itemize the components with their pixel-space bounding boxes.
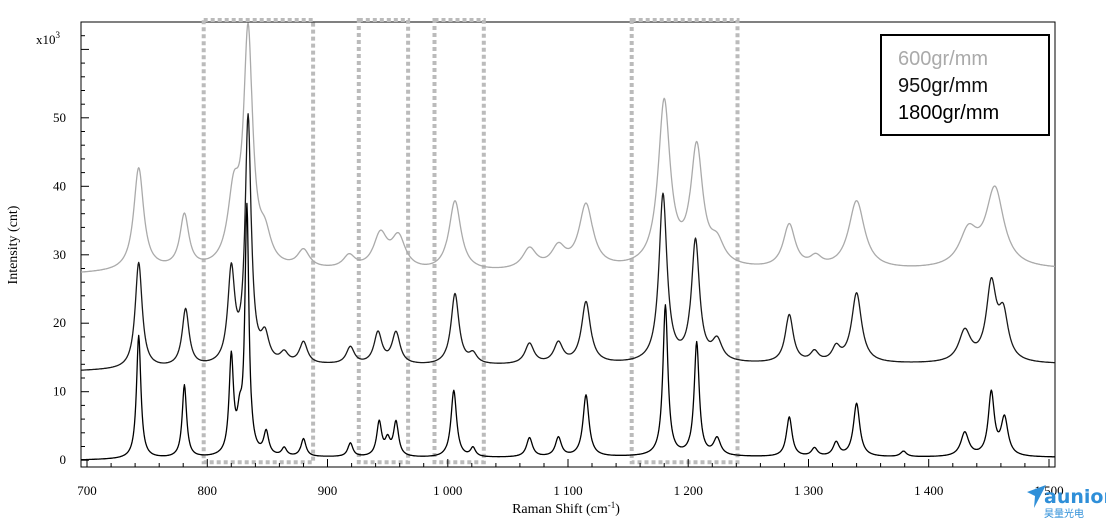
y-tick-label: 50 <box>53 110 66 125</box>
y-tick-label: 30 <box>53 247 66 262</box>
logo-text: aunion <box>1044 486 1106 508</box>
y-tick-label: 10 <box>53 384 66 399</box>
highlight-region-4 <box>629 18 740 465</box>
x-tick-label: 800 <box>198 483 218 498</box>
series-layer <box>80 22 1056 461</box>
y-tick-label: 20 <box>53 315 66 330</box>
series-line-1800grmm <box>80 202 1056 461</box>
x-tick-label: 1 300 <box>794 483 823 498</box>
x-tick-label: 900 <box>318 483 338 498</box>
x-tick-label: 1 000 <box>433 483 462 498</box>
series-line-950grmm <box>80 113 1056 371</box>
legend-entry-600: 600gr/mm <box>898 48 988 70</box>
logo-subtext: 昊量光电 <box>1044 507 1084 520</box>
brand-logo: aunion 昊量光电 <box>1027 485 1106 520</box>
highlight-regions <box>201 18 740 465</box>
y-axis-label: Intensity (cnt) <box>6 205 21 284</box>
x-tick-label: 1 400 <box>914 483 943 498</box>
logo-mark-icon <box>1027 485 1046 508</box>
x-tick-label: 700 <box>77 483 97 498</box>
legend: 600gr/mm 950gr/mm 1800gr/mm <box>880 34 1050 136</box>
y-multiplier-label: x103 <box>36 30 61 47</box>
y-tick-label: 0 <box>60 452 67 467</box>
x-tick-label: 1 100 <box>553 483 582 498</box>
legend-entry-1800: 1800gr/mm <box>898 102 999 124</box>
y-axis: 0 10 20 30 40 50 <box>53 21 89 467</box>
y-tick-label: 40 <box>53 178 66 193</box>
highlight-region-3 <box>432 18 486 465</box>
highlight-region-2 <box>356 18 411 465</box>
x-axis-label: Raman Shift (cm-1) <box>512 500 620 517</box>
x-axis: 700 800 900 1 000 1 100 1 200 1 300 1 400 1 500 <box>77 459 1064 498</box>
highlight-region-1 <box>201 18 316 465</box>
legend-entry-950: 950gr/mm <box>898 75 988 97</box>
legend-box <box>880 34 1050 136</box>
series-line-600grmm <box>80 22 1056 273</box>
x-tick-label: 1 200 <box>674 483 703 498</box>
